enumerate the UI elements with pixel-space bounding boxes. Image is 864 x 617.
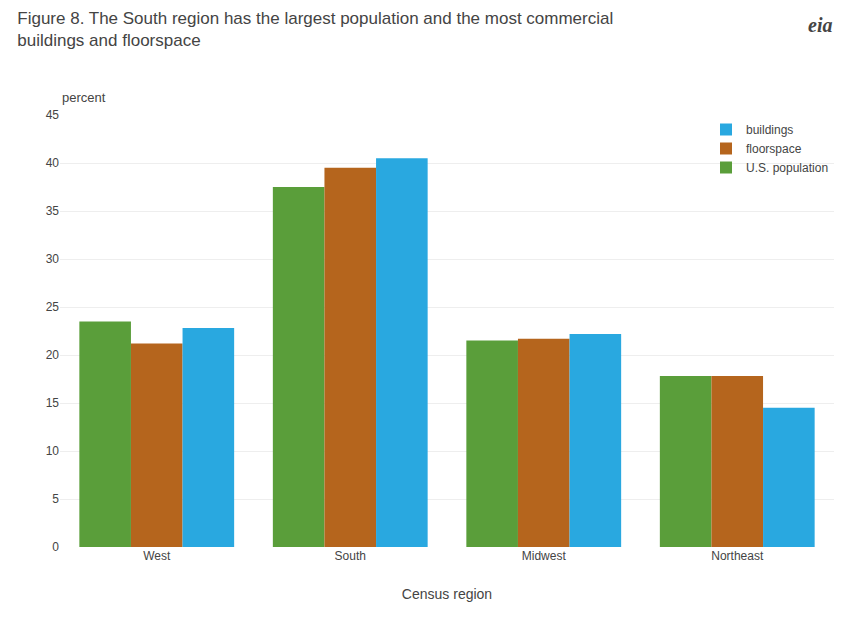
- svg-text:Figure 8. The South region has: Figure 8. The South region has the large…: [17, 9, 613, 50]
- svg-text:20: 20: [46, 348, 60, 362]
- svg-text:10: 10: [46, 444, 60, 458]
- svg-text:40: 40: [46, 156, 60, 170]
- svg-text:Northeast: Northeast: [711, 549, 764, 563]
- svg-text:15: 15: [46, 396, 60, 410]
- svg-text:West: West: [143, 549, 171, 563]
- svg-text:5: 5: [52, 492, 59, 506]
- svg-text:30: 30: [46, 252, 60, 266]
- svg-text:buildings: buildings: [746, 123, 793, 137]
- svg-text:25: 25: [46, 300, 60, 314]
- svg-text:floorspace: floorspace: [746, 142, 802, 156]
- svg-text:South: South: [335, 549, 366, 563]
- svg-text:U.S. population: U.S. population: [746, 161, 828, 175]
- svg-text:35: 35: [46, 204, 60, 218]
- svg-text:0: 0: [52, 540, 59, 554]
- svg-text:Midwest: Midwest: [522, 549, 567, 563]
- svg-text:percent: percent: [62, 90, 106, 105]
- svg-text:eia: eia: [808, 14, 832, 36]
- svg-text:Census region: Census region: [402, 586, 492, 602]
- svg-text:45: 45: [46, 108, 60, 122]
